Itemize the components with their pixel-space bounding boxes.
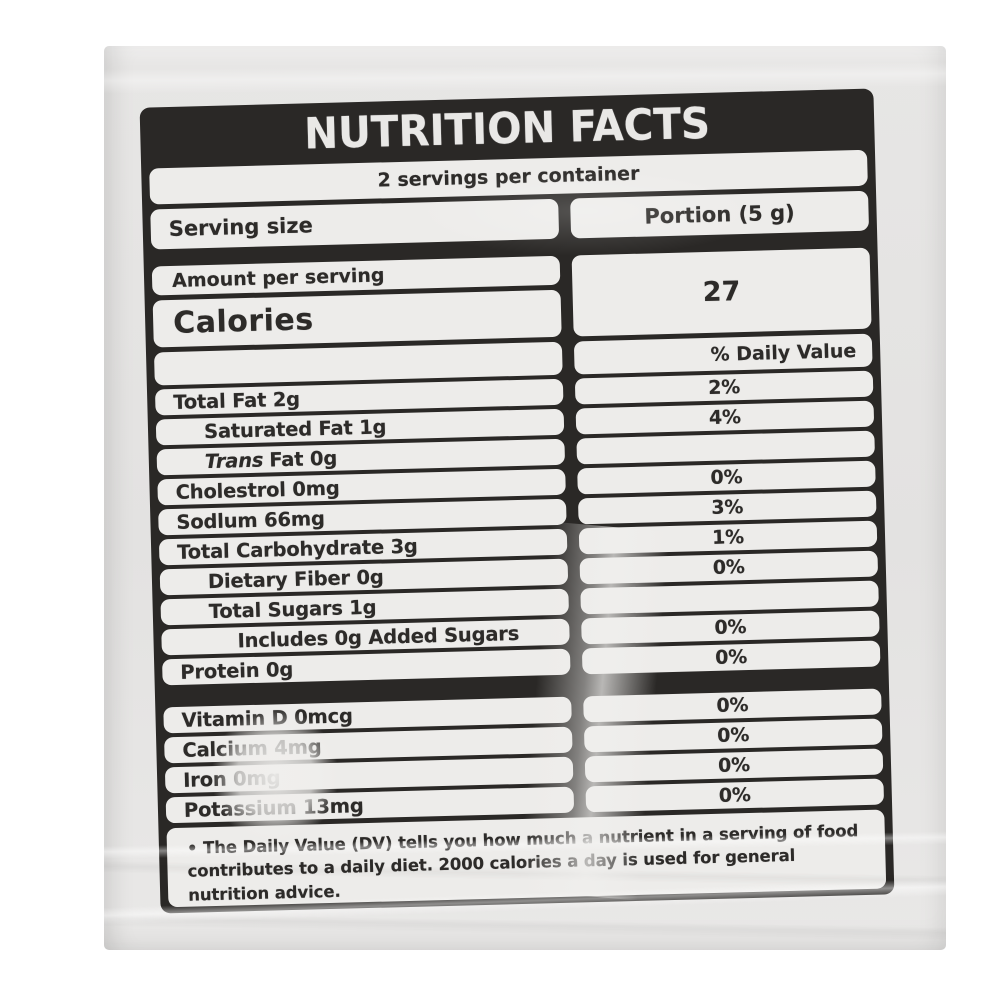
serving-size-label: Serving size bbox=[168, 213, 314, 242]
vitamin-name: Calcium 4mg bbox=[182, 734, 322, 762]
package-bag: NUTRITION FACTS 2 servings per container… bbox=[104, 46, 946, 950]
nutrient-name: Protein 0g bbox=[180, 657, 294, 684]
nutrient-name: Total Carbohydrate 3g bbox=[176, 534, 418, 564]
nutrient-dv: 0% bbox=[710, 466, 743, 489]
nutrient-name: Sodlum 66mg bbox=[176, 506, 325, 534]
amount-per-serving: Amount per serving bbox=[171, 263, 385, 292]
daily-value-footnote: • The Daily Value (DV) tells you how muc… bbox=[166, 809, 887, 908]
nutrient-dv: 3% bbox=[711, 496, 744, 519]
nutrient-dv: 1% bbox=[711, 526, 745, 549]
nutrient-name: Cholestrol 0mg bbox=[175, 476, 340, 504]
calories-label: Calories bbox=[172, 302, 315, 341]
nutrient-name: Total Fat 2g bbox=[172, 387, 301, 414]
nutrient-name-italic: Trans bbox=[204, 448, 264, 473]
vitamin-dv: 0% bbox=[717, 753, 751, 777]
calories-left-column: Amount per serving Calories bbox=[151, 255, 562, 348]
nutrient-dv: 0% bbox=[714, 616, 747, 639]
daily-value-blank-cell bbox=[153, 341, 563, 386]
nutrient-dv: 2% bbox=[707, 376, 741, 399]
amount-per-serving-cell: Amount per serving bbox=[151, 255, 561, 296]
nutrient-name: Saturated Fat 1g bbox=[203, 414, 387, 443]
nutrient-dv: 0% bbox=[712, 556, 746, 579]
nutrition-facts-label: NUTRITION FACTS 2 servings per container… bbox=[139, 88, 895, 914]
vitamin-dv: 0% bbox=[718, 783, 751, 807]
vitamin-dv: 0% bbox=[716, 694, 749, 717]
nutrient-name: Includes 0g Added Sugars bbox=[237, 621, 520, 652]
vitamin-name: Vitamin D 0mcg bbox=[181, 703, 354, 732]
vitamin-dv: 0% bbox=[716, 724, 750, 747]
vitamin-name: Iron 0mg bbox=[182, 765, 281, 792]
calories-value: 27 bbox=[702, 276, 741, 309]
footnote-text: • The Daily Value (DV) tells you how muc… bbox=[186, 821, 859, 905]
daily-value-header-cell: % Daily Value bbox=[573, 333, 873, 375]
vitamin-name: Potassium 13mg bbox=[183, 793, 364, 822]
label-title: NUTRITION FACTS bbox=[303, 98, 711, 160]
daily-value-header: % Daily Value bbox=[710, 339, 857, 366]
nutrient-dv: 0% bbox=[714, 646, 748, 669]
nutrient-name: Fat 0g bbox=[268, 446, 338, 471]
calories-value-cell: 27 bbox=[571, 247, 872, 337]
calories-block: Amount per serving Calories 27 bbox=[151, 247, 872, 348]
nutrient-dv: 4% bbox=[708, 406, 742, 429]
serving-size-value: Portion (5 g) bbox=[644, 200, 795, 229]
calories-label-cell: Calories bbox=[152, 289, 562, 348]
serving-size-value-cell: Portion (5 g) bbox=[570, 190, 870, 239]
nutrient-name: Dietary Fiber 0g bbox=[207, 565, 384, 593]
servings-per-container: 2 servings per container bbox=[377, 162, 640, 192]
nutrient-name: Total Sugars 1g bbox=[208, 595, 377, 623]
serving-size-label-cell: Serving size bbox=[150, 198, 560, 250]
